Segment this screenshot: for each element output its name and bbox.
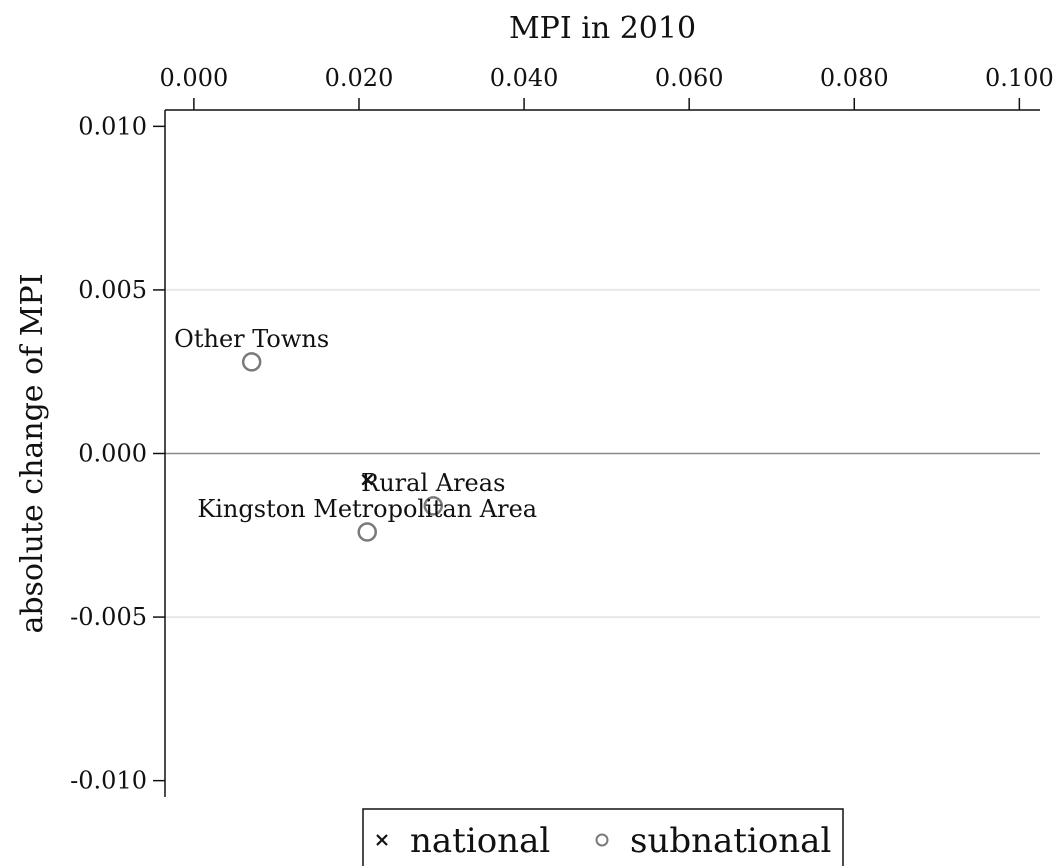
legend: national subnational xyxy=(362,808,844,866)
legend-item-national: national xyxy=(376,821,550,861)
x-axis-title: MPI in 2010 xyxy=(509,11,696,46)
y-tick-label: 0.005 xyxy=(78,276,147,304)
y-tick-label: -0.005 xyxy=(70,603,147,631)
point-label: Rural Areas xyxy=(361,469,505,497)
y-tick-label: 0.000 xyxy=(78,440,147,468)
legend-box xyxy=(362,808,844,866)
gridlines xyxy=(165,288,1040,619)
national-point xyxy=(361,473,374,486)
subnational-point xyxy=(357,522,377,542)
point-label: Other Towns xyxy=(174,325,329,353)
x-marker-stroke xyxy=(361,473,374,486)
y-tick-label: 0.010 xyxy=(78,112,147,140)
y-axis-title: absolute change of MPI xyxy=(15,273,50,633)
legend-entries: national subnational xyxy=(376,821,831,861)
legend-label: subnational xyxy=(630,821,831,861)
x-tick-label: 0.060 xyxy=(655,64,724,92)
legend-x-marker xyxy=(376,834,388,846)
x-tick-label: 0.100 xyxy=(985,64,1054,92)
subnational-point xyxy=(423,496,444,516)
subnational-point xyxy=(241,352,262,372)
x-tick-label: 0.020 xyxy=(325,64,394,92)
ticks: 0.000 0.020 0.040 0.060 0.080 0.100 0.010 0.005… xyxy=(70,64,1054,795)
legend-item-subnational: subnational xyxy=(595,821,831,861)
y-tick-label: -0.010 xyxy=(70,767,147,795)
x-tick-label: 0.080 xyxy=(820,64,889,92)
x-tick-label: 0.000 xyxy=(160,64,229,92)
legend-circle-marker xyxy=(595,833,609,847)
legend-label: national xyxy=(410,821,550,861)
x-tick-label: 0.040 xyxy=(490,64,559,92)
point-label: Kingston Metropolitan Area xyxy=(197,495,537,523)
